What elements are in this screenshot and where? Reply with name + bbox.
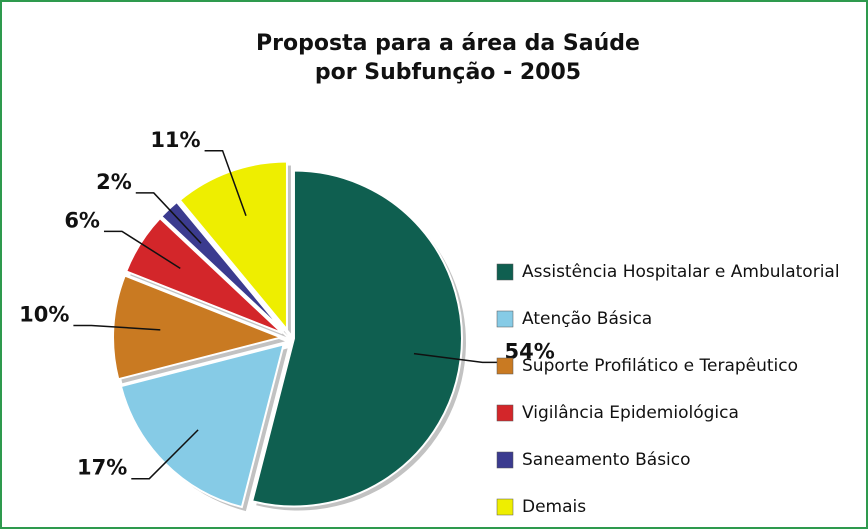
chart-title: por Subfunção - 2005	[315, 60, 581, 85]
legend-label: Vigilância Epidemiológica	[522, 403, 739, 423]
legend-swatch	[496, 263, 514, 281]
leader-line	[204, 150, 247, 216]
data-label: 10%	[19, 303, 69, 327]
legend-swatch	[496, 498, 514, 516]
legend-swatch	[496, 451, 514, 469]
legend-swatch	[496, 357, 514, 375]
data-label: 6%	[64, 208, 100, 232]
leader-line	[135, 192, 202, 244]
leader-line	[73, 324, 161, 331]
data-label: 2%	[96, 170, 132, 194]
leader-line	[131, 429, 199, 480]
leader-line	[103, 230, 181, 269]
legend-swatch	[496, 310, 514, 328]
data-label: 17%	[77, 456, 127, 480]
legend-label: Assistência Hospitalar e Ambulatorial	[522, 262, 840, 282]
legend-label: Atenção Básica	[522, 309, 652, 329]
leader-line	[413, 352, 501, 364]
data-label: 11%	[150, 128, 200, 152]
chart-title: Proposta para a área da Saúde	[256, 31, 640, 56]
legend-label: Saneamento Básico	[522, 450, 691, 470]
legend-swatch	[496, 404, 514, 422]
legend-label: Demais	[522, 497, 586, 517]
legend-label: Suporte Profilático e Terapêutico	[522, 356, 798, 376]
